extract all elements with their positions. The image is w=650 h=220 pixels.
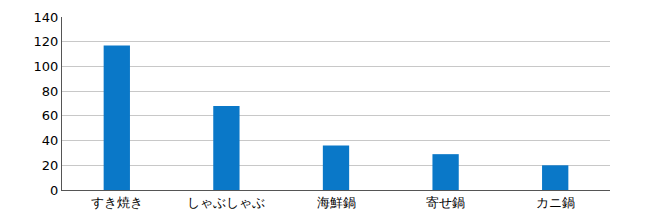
svg-text:140: 140 — [34, 10, 59, 25]
svg-text:100: 100 — [34, 59, 59, 74]
svg-text:40: 40 — [42, 133, 59, 148]
svg-text:20: 20 — [42, 158, 59, 173]
svg-text:寄せ鍋: 寄せ鍋 — [426, 195, 465, 210]
svg-text:60: 60 — [42, 108, 59, 123]
svg-text:80: 80 — [42, 84, 59, 99]
svg-text:0: 0 — [50, 183, 58, 198]
svg-text:海鮮鍋: 海鮮鍋 — [317, 195, 356, 210]
svg-text:すき焼き: すき焼き — [91, 195, 143, 210]
svg-text:カニ鍋: カニ鍋 — [536, 195, 575, 210]
svg-text:120: 120 — [34, 34, 59, 49]
svg-text:しゃぶしゃぶ: しゃぶしゃぶ — [187, 195, 265, 210]
